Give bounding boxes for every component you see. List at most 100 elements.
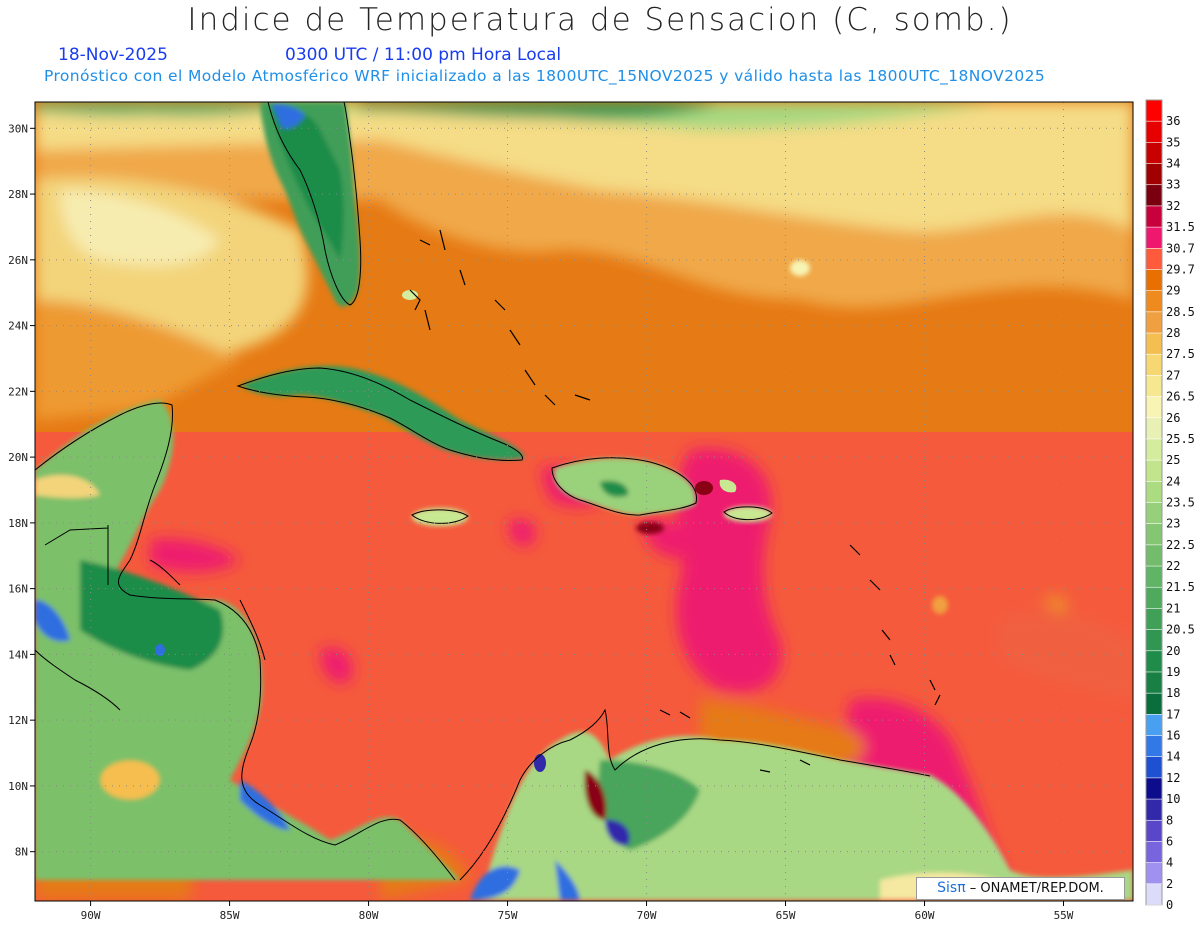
colorbar-label: 4 xyxy=(1166,856,1173,870)
forecast-date: 18-Nov-2025 xyxy=(58,45,168,65)
colorbar-swatch xyxy=(1146,205,1162,228)
colorbar-label: 14 xyxy=(1166,750,1180,764)
lon-tick-label: 60W xyxy=(915,909,935,922)
lon-tick-label: 80W xyxy=(359,909,379,922)
colorbar-label: 30.7 xyxy=(1166,241,1195,255)
longitude-axis: 90W 85W 80W 75W 70W 65W 60W 55W xyxy=(81,901,1074,922)
credit-label: Sisπ – ONAMET/REP.DOM. xyxy=(916,877,1125,900)
colorbar-swatch xyxy=(1146,142,1162,165)
colorbar-label: 26.5 xyxy=(1166,390,1195,404)
lat-tick-label: 28N xyxy=(8,188,28,201)
colorbar-label: 25.5 xyxy=(1166,432,1195,446)
colorbar-swatch xyxy=(1146,502,1162,525)
lon-tick-label: 65W xyxy=(776,909,796,922)
colorbar-swatch xyxy=(1146,333,1162,355)
latitude-axis: 30N 28N 26N 24N 22N 20N 18N 16N 14N 12N 10N 8N xyxy=(8,122,35,859)
coastlines xyxy=(35,102,931,881)
colorbar-swatch xyxy=(1146,777,1162,800)
colorbar-swatch xyxy=(1146,629,1162,652)
colorbar-label: 19 xyxy=(1166,665,1180,679)
colorbar-swatch xyxy=(1146,227,1162,249)
map-field xyxy=(35,102,1133,901)
lon-tick-label: 70W xyxy=(637,909,657,922)
colorbar-label: 36 xyxy=(1166,114,1180,128)
colorbar-swatch xyxy=(1146,841,1162,864)
lat-tick-label: 30N xyxy=(8,122,28,135)
colorbar-label: 27.5 xyxy=(1166,347,1195,361)
colorbar-label: 33 xyxy=(1166,178,1180,192)
colorbar-swatch xyxy=(1146,396,1162,419)
colorbar-swatch xyxy=(1146,566,1162,588)
lon-tick-label: 55W xyxy=(1054,909,1074,922)
lat-tick-label: 16N xyxy=(8,583,28,596)
colorbar-label: 6 xyxy=(1166,834,1173,848)
lat-tick-label: 14N xyxy=(8,648,28,661)
colorbar-swatch xyxy=(1146,438,1162,461)
colorbar-swatch xyxy=(1146,714,1162,737)
lat-tick-label: 10N xyxy=(8,780,28,793)
colorbar-legend: 363534333231.530.729.72928.52827.52726.5… xyxy=(1145,99,1195,912)
map-title: Indice de Temperatura de Sensacion (C, s… xyxy=(187,2,1013,38)
colorbar-swatch xyxy=(1146,735,1162,758)
colorbar-label: 22.5 xyxy=(1166,538,1195,552)
islands-outlines xyxy=(409,229,941,773)
colorbar-label: 8 xyxy=(1166,813,1173,827)
colorbar-label: 28 xyxy=(1166,326,1180,340)
colorbar-label: 29 xyxy=(1166,284,1180,298)
colorbar-swatch xyxy=(1146,481,1162,503)
colorbar-label: 27 xyxy=(1166,368,1180,382)
colorbar-label: 22 xyxy=(1166,559,1180,573)
gridlines xyxy=(35,102,1133,901)
lon-tick-label: 85W xyxy=(220,909,240,922)
colorbar-label: 23 xyxy=(1166,517,1180,531)
colorbar-swatch xyxy=(1146,375,1162,398)
colorbar-swatch xyxy=(1146,820,1162,842)
colorbar-swatch xyxy=(1146,693,1162,715)
lon-tick-label: 90W xyxy=(81,909,101,922)
colorbar-swatch xyxy=(1146,184,1162,207)
lat-tick-label: 18N xyxy=(8,517,28,530)
colorbar-label: 12 xyxy=(1166,771,1180,785)
colorbar-swatch xyxy=(1146,587,1162,609)
colorbar-label: 10 xyxy=(1166,792,1180,806)
colorbar-label: 17 xyxy=(1166,707,1180,721)
colorbar-swatch xyxy=(1146,523,1162,546)
colorbar-label: 23.5 xyxy=(1166,496,1195,510)
lat-tick-label: 12N xyxy=(8,714,28,727)
colorbar-swatch xyxy=(1146,883,1162,906)
colorbar-swatch xyxy=(1146,100,1162,122)
colorbar-label: 24 xyxy=(1166,474,1180,488)
colorbar-label: 28.5 xyxy=(1166,305,1195,319)
sis-logo: Sisπ xyxy=(937,880,966,896)
colorbar-swatch xyxy=(1146,671,1162,694)
lat-tick-label: 22N xyxy=(8,385,28,398)
colorbar-swatch xyxy=(1146,608,1162,631)
lon-tick-label: 75W xyxy=(498,909,518,922)
colorbar-swatch xyxy=(1146,311,1162,334)
colorbar-swatch xyxy=(1146,248,1162,270)
colorbar-label: 18 xyxy=(1166,686,1180,700)
colorbar-swatch xyxy=(1146,862,1162,885)
colorbar-label: 20 xyxy=(1166,644,1180,658)
colorbar-swatch xyxy=(1146,354,1162,376)
colorbar-label: 29.7 xyxy=(1166,262,1195,276)
colorbar-swatch xyxy=(1146,269,1162,292)
colorbar-swatch xyxy=(1146,650,1162,673)
colorbar-swatch xyxy=(1146,163,1162,186)
colorbar-swatch xyxy=(1146,544,1162,567)
credit-text: – ONAMET/REP.DOM. xyxy=(969,881,1104,896)
colorbar-swatch xyxy=(1146,756,1162,779)
land-fields xyxy=(35,102,1133,900)
colorbar-swatch xyxy=(1146,799,1162,821)
colorbar-label: 31.5 xyxy=(1166,220,1195,234)
forecast-time: 0300 UTC / 11:00 pm Hora Local xyxy=(285,45,562,65)
colorbar-label: 32 xyxy=(1166,199,1180,213)
colorbar-swatch xyxy=(1146,290,1162,313)
colorbar-label: 20.5 xyxy=(1166,623,1195,637)
lat-tick-label: 20N xyxy=(8,451,28,464)
colorbar-label: 34 xyxy=(1166,157,1180,171)
colorbar-label: 0 xyxy=(1166,898,1173,912)
colorbar-label: 25 xyxy=(1166,453,1180,467)
lat-tick-label: 24N xyxy=(8,320,28,333)
